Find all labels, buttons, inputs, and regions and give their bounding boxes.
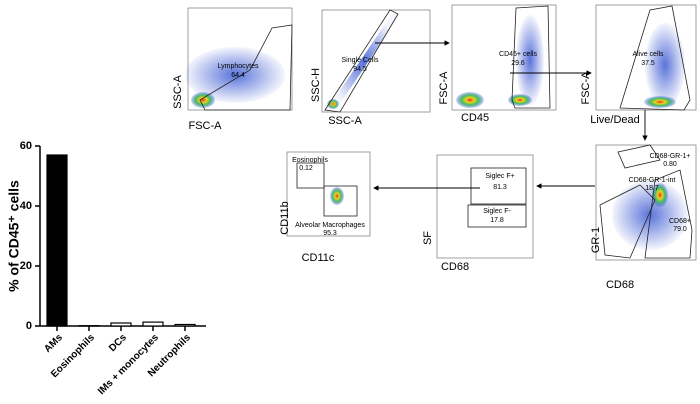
x-label: CD68: [606, 279, 634, 291]
y-label: CD11b: [279, 201, 291, 234]
y-tick-label: 20: [20, 260, 32, 272]
gate-value: 29.6: [511, 60, 525, 67]
x-label: CD11c: [302, 252, 335, 264]
gate-name: CD68-GR-1-int: [629, 177, 676, 184]
gate-value: 17.8: [490, 217, 504, 224]
gate-name: Siglec F+: [485, 173, 514, 180]
gate-name: CD45+ cells: [499, 51, 537, 58]
y-axis-label: % of CD45⁺ cells: [6, 180, 22, 292]
gate-value: 18.7: [645, 185, 659, 192]
x-label: FSC-A: [189, 120, 223, 132]
gate-value: 0.80: [663, 161, 677, 168]
y-tick-label: 0: [26, 320, 32, 332]
y-label: FSC-A: [438, 71, 450, 105]
gate-name: Alveolar Macrophages: [295, 222, 365, 229]
x-label: Live/Dead: [590, 114, 640, 126]
gating-panel: Single Cells 94.5 SSC-A SSC-H: [310, 9, 450, 127]
gate-name: Alive cells: [632, 51, 664, 58]
gate-name: CD68+: [669, 218, 691, 225]
gate-name: Siglec F-: [483, 208, 511, 215]
x-label: CD45: [461, 112, 489, 124]
y-label: SF: [422, 231, 434, 245]
gate-name: CD68-GR-1+: [649, 153, 690, 160]
gate-name: Single Cells: [342, 57, 379, 64]
y-label: SSC-H: [310, 68, 322, 102]
y-tick-label: 40: [20, 200, 32, 212]
x-tick-label: DCs: [107, 332, 129, 354]
gate-value: 37.5: [641, 60, 655, 67]
bar: [174, 323, 196, 327]
gate-value: 79.0: [673, 226, 687, 233]
x-label: CD68: [441, 261, 469, 273]
gating-panel: CD68-GR-1+ 0.80 CD68-GR-1-int 18.7 CD68+…: [536, 144, 697, 291]
y-label: GR-1: [590, 227, 602, 253]
bar: [46, 154, 68, 327]
bar: [110, 322, 132, 327]
gate-value: 94.5: [353, 66, 367, 73]
gate-value: 81.3: [493, 184, 507, 191]
gate-value: 95.3: [323, 230, 337, 237]
gate-name: Lymphocytes: [218, 63, 259, 70]
gate-value: 0.12: [299, 165, 313, 172]
x-tick-label: AMs: [42, 332, 65, 355]
gate-name: Eosinophils: [292, 157, 328, 164]
x-label: SSC-A: [328, 115, 362, 127]
gating-panel: Eosinophils 0.12 Alveolar Macrophages 95…: [279, 151, 371, 264]
gating-panel: Lymphocytes 64.4 FSC-A SSC-A: [172, 7, 293, 132]
gating-panel: Alive cells 37.5 Live/Dead FSC-A: [580, 4, 697, 141]
gate-value: 64.4: [231, 72, 245, 79]
y-label: SSC-A: [172, 75, 184, 109]
gating-panel: CD45+ cells 29.6 CD45 FSC-A: [438, 4, 592, 124]
y-label: FSC-A: [580, 71, 592, 105]
gating-panel: Siglec F+ 81.3 Siglec F- 17.8 CD68 SF: [373, 154, 534, 273]
y-tick-label: 60: [20, 140, 32, 152]
bar: [142, 321, 164, 327]
